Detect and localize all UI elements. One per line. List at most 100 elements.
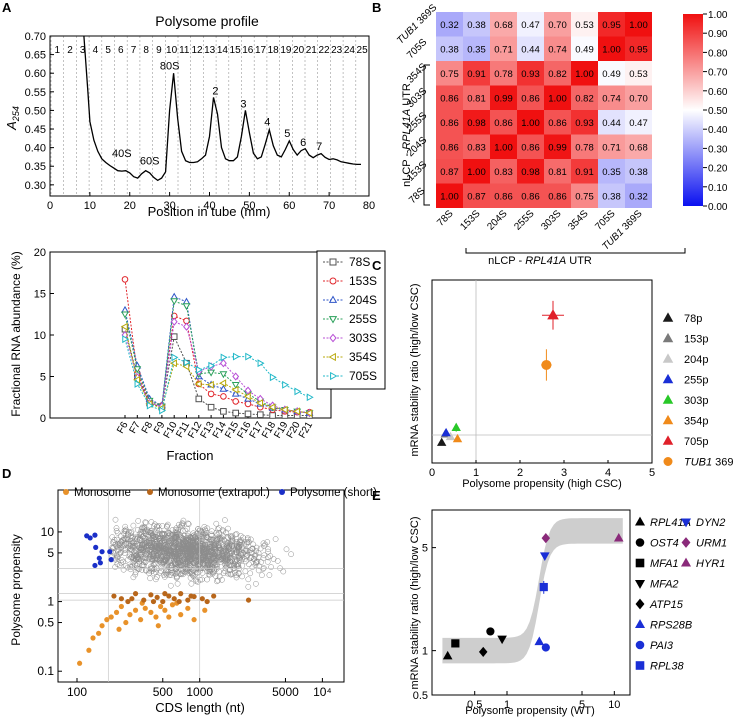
heatmap-cell [625, 183, 652, 208]
series-line [124, 296, 310, 414]
gene-point [238, 551, 244, 558]
heatmap-cell-value: 0.86 [494, 118, 513, 129]
monosome-extrapol-point [154, 594, 160, 600]
data-point [269, 412, 276, 419]
heatmap-col-label: 204S [485, 208, 510, 233]
gene-point [216, 525, 223, 531]
data-point [231, 389, 240, 397]
data-point [194, 380, 202, 388]
heatmap-cell-value: 0.83 [467, 142, 486, 153]
gene-point [217, 547, 223, 553]
gene-point [134, 527, 141, 533]
gene-point [115, 554, 121, 561]
heatmap-cell [598, 159, 625, 184]
gene-point [222, 517, 228, 523]
heatmap-cell-value: 0.83 [494, 167, 513, 178]
data-point [219, 384, 228, 392]
data-point [244, 400, 252, 408]
gene-point [219, 527, 226, 533]
heatmap-cell [463, 12, 490, 37]
y-tick-label: 5 [47, 546, 54, 560]
d-highlight-points [77, 532, 252, 666]
fraction-number: 16 [242, 45, 254, 56]
heatmap-cell [625, 36, 652, 61]
heatmap-cell-value: 0.99 [494, 93, 513, 104]
gene-point [193, 559, 200, 565]
monosome-point [185, 605, 191, 611]
gene-point [157, 569, 163, 576]
data-point [541, 359, 552, 370]
point-705p [542, 300, 564, 330]
heatmap-cell-value: 1.00 [629, 20, 648, 31]
gene-point [204, 555, 211, 562]
gene-point [260, 566, 266, 572]
fraction-number: 1 [55, 45, 61, 56]
gene-point [201, 523, 208, 530]
colorbar [683, 14, 703, 206]
gene-point [216, 568, 222, 575]
gene-point [237, 537, 243, 544]
monosome-point [157, 603, 164, 610]
gene-point [242, 568, 249, 575]
heatmap-cell-value: 0.86 [521, 142, 540, 153]
gene-point [169, 570, 176, 576]
gene-point [139, 545, 145, 551]
data-point [245, 352, 253, 361]
legend-marker [662, 394, 674, 404]
fraction-number: 8 [143, 45, 149, 56]
gene-point [206, 571, 213, 578]
gene-point [187, 574, 194, 581]
x-tick-label: 60 [283, 200, 295, 212]
heatmap-cell [571, 36, 598, 61]
legend-marker [634, 579, 646, 589]
monosome-extrapol-point [211, 593, 217, 599]
heatmap-col-label: 255S [512, 208, 537, 233]
gene-point [149, 556, 155, 563]
heatmap-cell [436, 85, 463, 110]
gene-point [121, 550, 128, 556]
heatmap-cell-value: 0.70 [629, 93, 648, 104]
y-tick-label: 0.5 [37, 616, 54, 630]
gene-point [171, 534, 177, 541]
data-point [486, 627, 495, 636]
point-PAI3 [541, 643, 550, 652]
gene-point [114, 530, 121, 536]
legend-label: 354S [349, 350, 377, 364]
gene-point [159, 543, 165, 549]
gene-point [206, 558, 212, 564]
heatmap-cell-value: 1.00 [521, 118, 540, 129]
monosome-point [148, 609, 154, 615]
point-RPL41A [442, 650, 453, 660]
heatmap-cell-value: 0.86 [440, 118, 459, 129]
gene-point [224, 540, 230, 546]
legend-label: 354p [684, 416, 708, 428]
heatmap-cell [544, 85, 571, 110]
heatmap-cell-value: 0.38 [602, 191, 621, 202]
colorbar-tick-label: 0.60 [708, 87, 728, 98]
abundance-plot-frame [49, 251, 332, 419]
gene-point [203, 544, 210, 551]
monosome-extrapol-point [171, 596, 177, 602]
data-point [451, 639, 460, 648]
gene-point [136, 566, 142, 573]
data-point [282, 380, 290, 389]
polysome-short-point [96, 555, 102, 561]
x-tick-label: 1 [504, 699, 510, 711]
gene-point [130, 574, 137, 581]
gene-point [245, 583, 252, 590]
gene-point [122, 546, 129, 553]
profile-title: Polysome profile [155, 13, 259, 29]
fraction-number: 7 [131, 45, 137, 56]
data-point [231, 385, 239, 394]
gene-point [180, 571, 186, 578]
polysome-short-point [97, 560, 103, 566]
colorbar-tick-label: 0.10 [708, 183, 728, 194]
colorbar-tick-label: 0.70 [708, 68, 728, 79]
polysome-short-point [99, 549, 105, 555]
gene-point [124, 564, 131, 571]
gene-point [258, 559, 264, 565]
legend-marker [662, 353, 674, 363]
gene-point [192, 571, 199, 578]
heatmap-cell-value: 1.00 [602, 44, 621, 55]
